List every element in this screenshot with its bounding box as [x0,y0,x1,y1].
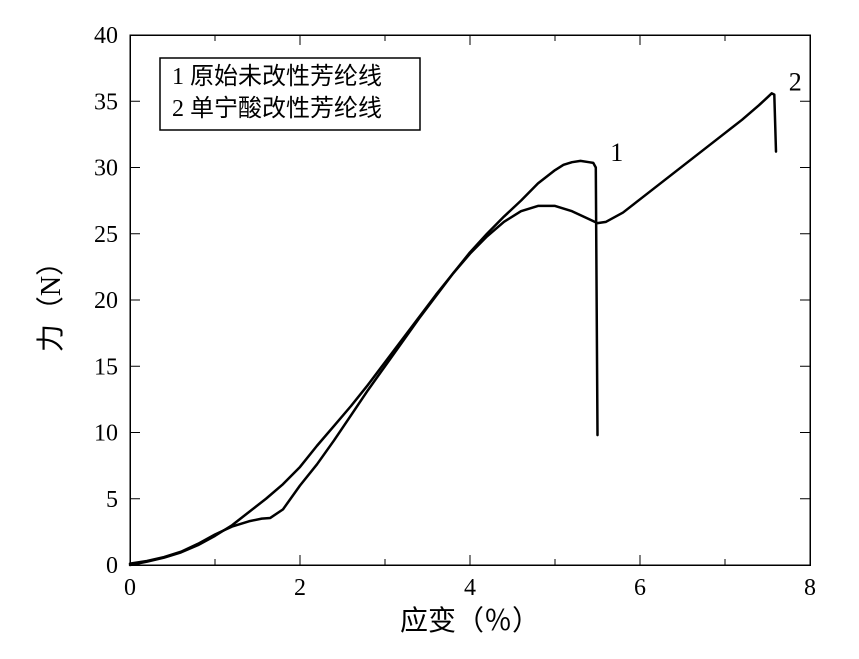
y-axis-title: 力（N） [35,248,67,352]
y-tick-label: 30 [94,156,118,182]
x-tick-label: 0 [124,575,136,601]
y-tick-label: 15 [94,354,118,380]
y-tick-label: 25 [94,222,118,248]
x-axis-title: 应变（％） [400,605,540,637]
y-tick-label: 5 [106,487,118,513]
curve-label: 2 [789,68,802,97]
series-curve2 [130,93,776,565]
legend-label: 原始未改性芳纶线 [190,63,382,90]
x-tick-label: 4 [464,575,476,601]
legend-marker: 1 [172,64,184,90]
curve-label: 1 [610,138,623,167]
legend-marker: 2 [172,96,184,122]
x-tick-label: 8 [804,575,816,601]
y-tick-label: 35 [94,89,118,115]
series-curve1 [130,161,598,564]
y-tick-label: 20 [94,288,118,314]
chart-svg: 024680510152025303540应变（％）力（N）121原始未改性芳纶… [0,0,859,659]
y-tick-label: 0 [106,553,118,579]
y-tick-label: 10 [94,421,118,447]
chart-container: 024680510152025303540应变（％）力（N）121原始未改性芳纶… [0,0,859,659]
legend-label: 单宁酸改性芳纶线 [190,95,382,122]
x-tick-label: 6 [634,575,646,601]
y-tick-label: 40 [94,23,118,49]
x-tick-label: 2 [294,575,306,601]
